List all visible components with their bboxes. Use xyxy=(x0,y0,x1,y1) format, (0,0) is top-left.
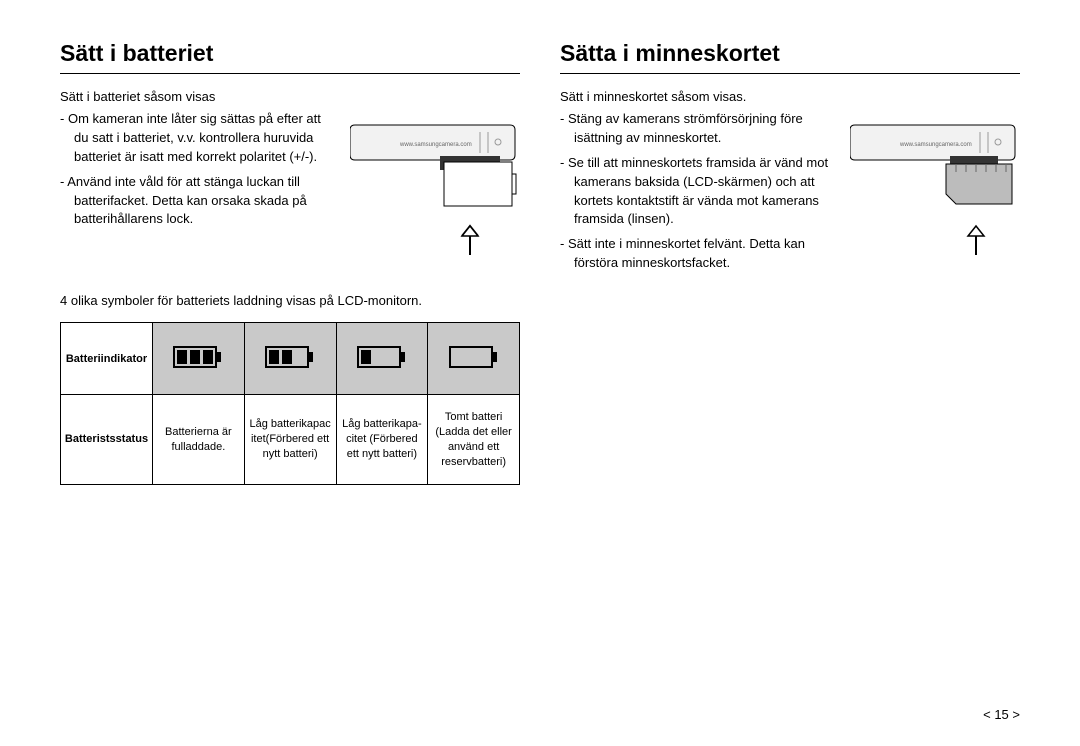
camera-url-label: www.samsungcamera.com xyxy=(899,142,972,148)
right-heading: Sätta i minneskortet xyxy=(560,40,1020,74)
lcd-note: 4 olika symboler för batteriets laddning… xyxy=(60,293,520,308)
indicator-header: Batteriindikator xyxy=(61,323,153,395)
page-content: Sätt i batteriet Sätt i batteriet såsom … xyxy=(60,40,1020,485)
status-cell: Tomt batteri (Ladda det eller använd ett… xyxy=(428,395,520,485)
status-cell: Låg batterikapa-citet (Förbered ett nytt… xyxy=(336,395,428,485)
memory-card-illustration: www.samsungcamera.com xyxy=(850,110,1020,265)
left-heading: Sätt i batteriet xyxy=(60,40,520,74)
left-column: Sätt i batteriet Sätt i batteriet såsom … xyxy=(60,40,520,485)
left-content: Om kameran inte låter sig sättas på efte… xyxy=(60,110,520,265)
right-content: Stäng av kamerans strömförsörjning före … xyxy=(560,110,1020,279)
left-bullets: Om kameran inte låter sig sättas på efte… xyxy=(60,110,336,229)
left-intro: Sätt i batteriet såsom visas xyxy=(60,88,520,106)
camera-battery-svg: www.samsungcamera.com xyxy=(350,110,520,260)
battery-icon-one-bar xyxy=(336,323,428,395)
battery-indicator-table: Batteriindikator xyxy=(60,322,520,485)
camera-memcard-svg: www.samsungcamera.com xyxy=(850,110,1020,260)
battery-insert-illustration: www.samsungcamera.com xyxy=(350,110,520,265)
status-header: Batteristsstatus xyxy=(61,395,153,485)
right-bullets: Stäng av kamerans strömförsörjning före … xyxy=(560,110,836,273)
left-bullet: Använd inte våld för att stänga luckan t… xyxy=(60,173,336,230)
left-bullet: Om kameran inte låter sig sättas på efte… xyxy=(60,110,336,167)
camera-url-label: www.samsungcamera.com xyxy=(399,142,472,148)
status-cell: Batterierna är fulladdade. xyxy=(153,395,245,485)
status-cell: Låg batterikapac itet(Förbered ett nytt … xyxy=(244,395,336,485)
table-row-indicator: Batteriindikator xyxy=(61,323,520,395)
right-intro: Sätt i minneskortet såsom visas. xyxy=(560,88,1020,106)
table-row-status: Batteristsstatus Batterierna är fulladda… xyxy=(61,395,520,485)
right-bullet: Stäng av kamerans strömförsörjning före … xyxy=(560,110,836,148)
left-text: Om kameran inte låter sig sättas på efte… xyxy=(60,110,336,235)
right-text: Stäng av kamerans strömförsörjning före … xyxy=(560,110,836,279)
battery-icon-two-bars xyxy=(244,323,336,395)
right-bullet: Sätt inte i minneskortet felvänt. Detta … xyxy=(560,235,836,273)
battery-icon-full xyxy=(153,323,245,395)
right-bullet: Se till att minneskortets framsida är vä… xyxy=(560,154,836,229)
page-number: < 15 > xyxy=(983,707,1020,722)
battery-icon-empty xyxy=(428,323,520,395)
right-column: Sätta i minneskortet Sätt i minneskortet… xyxy=(560,40,1020,485)
